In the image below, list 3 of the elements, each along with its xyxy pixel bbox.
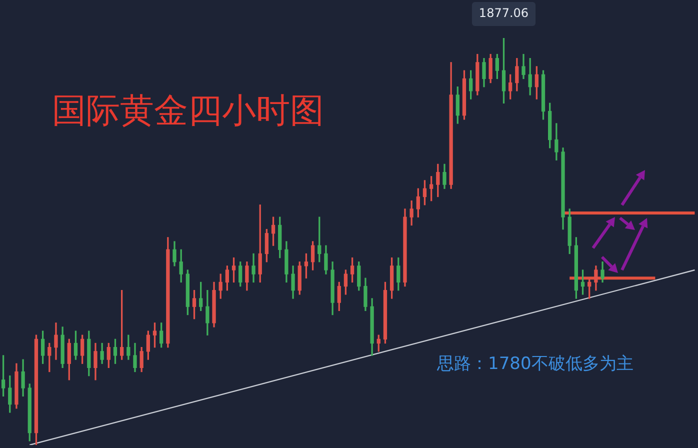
annotation: 思路：1780不破低多为主 [437, 353, 634, 375]
text: 国际黄金四小时图 [52, 90, 324, 133]
annotation: 1877.06 [478, 6, 529, 20]
